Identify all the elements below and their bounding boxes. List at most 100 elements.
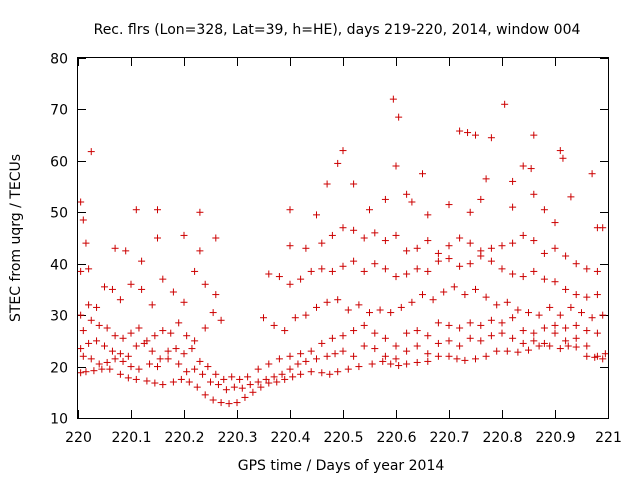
data-point — [108, 285, 116, 293]
data-point — [286, 206, 294, 214]
data-point — [381, 334, 389, 342]
y-tick-label: 40 — [50, 258, 68, 274]
data-point — [209, 396, 217, 404]
data-point — [180, 298, 188, 306]
data-point — [440, 288, 448, 296]
data-point — [191, 365, 199, 373]
data-point — [434, 319, 442, 327]
data-point — [132, 375, 140, 383]
x-tick-label: 220.1 — [111, 430, 151, 446]
data-point — [559, 154, 567, 162]
data-point — [456, 127, 464, 135]
data-point — [79, 327, 87, 335]
data-point — [350, 180, 358, 188]
data-point — [93, 303, 101, 311]
data-point — [101, 283, 108, 291]
data-point — [307, 368, 315, 376]
data-point — [509, 239, 517, 247]
data-point — [501, 100, 509, 108]
data-point — [487, 332, 495, 340]
data-point — [434, 257, 442, 265]
data-point — [466, 334, 474, 342]
data-point — [464, 129, 472, 137]
data-point — [456, 262, 464, 270]
data-point — [294, 360, 302, 368]
data-point — [498, 265, 506, 273]
x-tick-label: 220.3 — [217, 430, 257, 446]
data-point — [209, 309, 217, 317]
data-point — [461, 356, 469, 364]
data-point — [339, 332, 347, 340]
data-point — [456, 324, 464, 332]
data-point — [127, 329, 135, 337]
data-point — [387, 309, 395, 317]
data-point — [371, 345, 379, 353]
data-point — [551, 278, 559, 286]
data-point — [392, 273, 400, 281]
data-point — [540, 339, 548, 347]
x-tick-label: 220.9 — [535, 430, 575, 446]
data-point — [403, 347, 411, 355]
data-point — [323, 298, 331, 306]
data-point — [360, 267, 368, 275]
data-point — [318, 265, 326, 273]
data-point — [360, 234, 368, 242]
data-point — [466, 208, 474, 216]
data-point — [169, 378, 177, 386]
data-point — [530, 190, 538, 198]
data-point — [413, 244, 421, 252]
data-point — [572, 321, 580, 329]
y-tick-label: 60 — [50, 155, 68, 171]
data-point — [201, 324, 209, 332]
data-point — [95, 321, 103, 329]
data-point — [225, 400, 233, 408]
data-point — [148, 301, 156, 309]
y-axis-title: STEC from uqrg / TECUs — [8, 154, 24, 322]
data-point — [111, 244, 119, 252]
data-point — [188, 345, 196, 353]
data-point — [238, 384, 246, 392]
data-point — [159, 275, 167, 283]
y-tick-label: 50 — [50, 206, 68, 222]
data-point — [196, 208, 204, 216]
data-point — [265, 379, 273, 387]
y-tick-label: 80 — [50, 52, 68, 68]
data-point — [519, 231, 527, 239]
data-point — [318, 239, 326, 247]
data-point — [514, 348, 522, 356]
data-point — [392, 162, 400, 170]
data-point — [236, 375, 244, 383]
data-point — [169, 288, 177, 296]
data-point — [487, 244, 495, 252]
data-point — [138, 257, 146, 265]
x-tick-label: 220.5 — [323, 430, 363, 446]
data-point — [286, 280, 294, 288]
data-point — [530, 329, 538, 337]
y-tick-label: 70 — [50, 103, 68, 119]
data-point — [323, 352, 331, 360]
data-point — [371, 260, 379, 268]
data-point — [453, 355, 461, 363]
data-point — [297, 275, 305, 283]
data-point — [323, 180, 331, 188]
data-point — [562, 324, 570, 332]
data-point — [127, 280, 135, 288]
data-point — [424, 267, 432, 275]
data-point — [403, 270, 411, 278]
data-point — [275, 355, 283, 363]
data-point — [185, 378, 193, 386]
data-markers — [77, 95, 609, 408]
data-point — [151, 379, 159, 387]
data-point — [93, 337, 101, 345]
data-point — [355, 301, 363, 309]
data-point — [593, 267, 601, 275]
data-point — [509, 177, 517, 185]
data-point — [180, 231, 188, 239]
data-point — [148, 347, 156, 355]
data-point — [334, 368, 342, 376]
data-point — [116, 296, 124, 304]
data-point — [286, 365, 294, 373]
data-point — [95, 360, 103, 368]
data-point — [199, 370, 207, 378]
data-point — [445, 352, 453, 360]
